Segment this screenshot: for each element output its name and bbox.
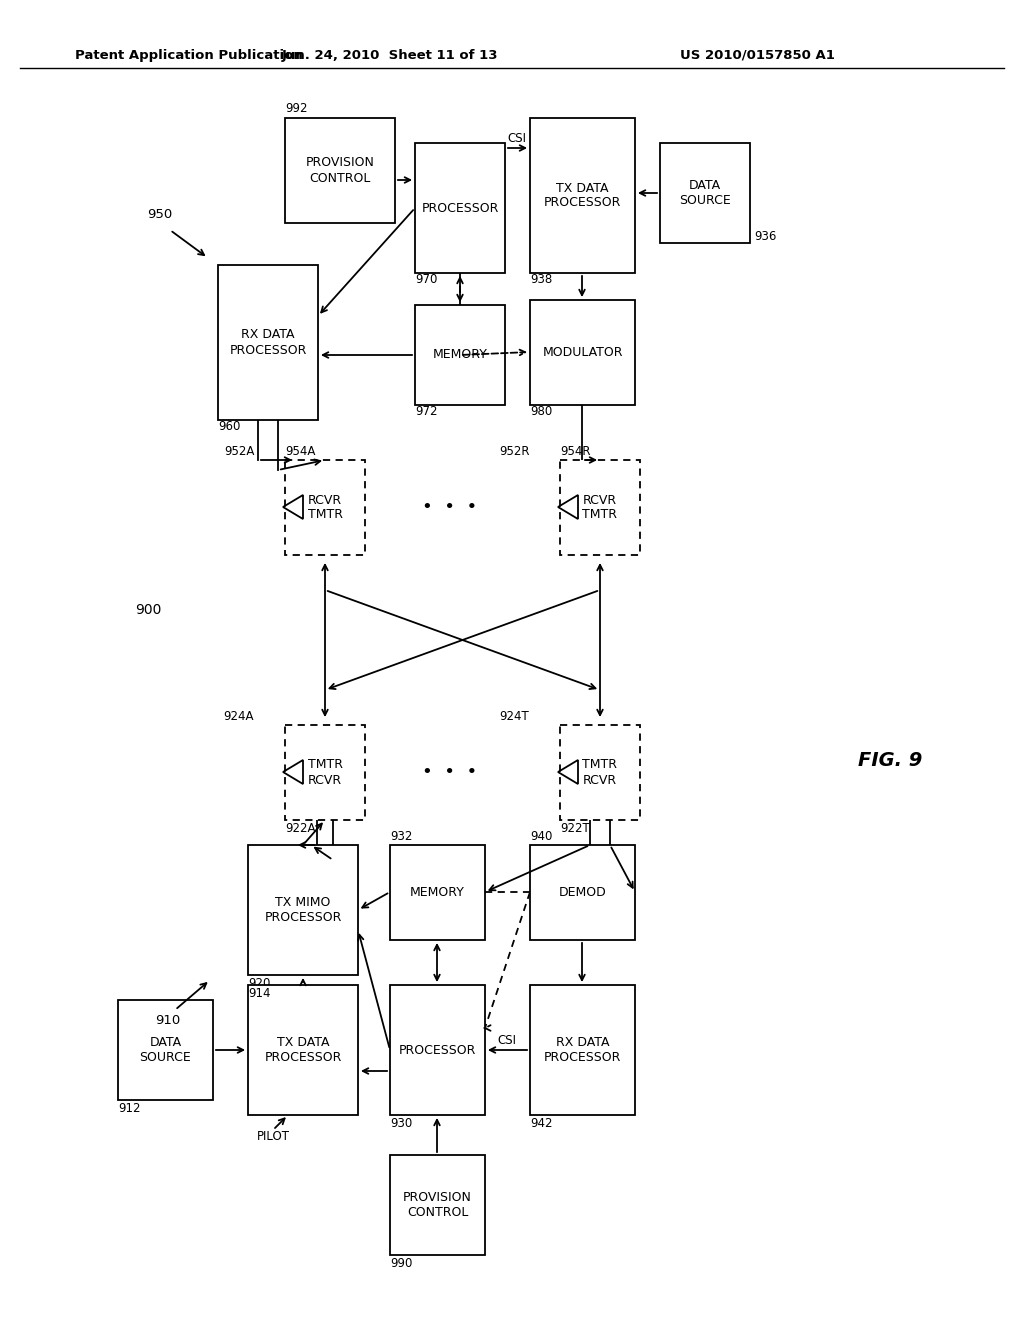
Bar [530, 300, 635, 405]
Text: •  •  •: • • • [422, 498, 477, 516]
Text: •  •  •: • • • [422, 763, 477, 781]
Text: 936: 936 [754, 230, 776, 243]
Text: 900: 900 [135, 603, 161, 616]
Text: DATA
SOURCE: DATA SOURCE [139, 1036, 191, 1064]
Text: 950: 950 [147, 209, 173, 222]
Text: RCVR
TMTR: RCVR TMTR [583, 494, 617, 521]
Bar [118, 1001, 213, 1100]
Text: 940: 940 [530, 830, 552, 843]
Bar [285, 459, 365, 554]
Text: TMTR
RCVR: TMTR RCVR [583, 759, 617, 787]
Text: 942: 942 [530, 1117, 553, 1130]
Bar [390, 985, 485, 1115]
Text: FIG. 9: FIG. 9 [858, 751, 923, 770]
Text: TX MIMO
PROCESSOR: TX MIMO PROCESSOR [264, 896, 342, 924]
Text: 910: 910 [156, 1014, 180, 1027]
Text: US 2010/0157850 A1: US 2010/0157850 A1 [680, 49, 835, 62]
Bar [248, 845, 358, 975]
Bar [285, 117, 395, 223]
Bar [390, 1155, 485, 1255]
Text: RX DATA
PROCESSOR: RX DATA PROCESSOR [229, 329, 306, 356]
Text: RCVR
TMTR: RCVR TMTR [307, 494, 342, 521]
Text: 992: 992 [285, 102, 307, 115]
Bar [415, 305, 505, 405]
Text: 922A: 922A [285, 822, 315, 836]
Text: MEMORY: MEMORY [410, 886, 465, 899]
Text: TMTR
RCVR: TMTR RCVR [307, 759, 342, 787]
Text: PROCESSOR: PROCESSOR [421, 202, 499, 214]
Bar [560, 459, 640, 554]
Text: Jun. 24, 2010  Sheet 11 of 13: Jun. 24, 2010 Sheet 11 of 13 [282, 49, 499, 62]
Text: PROVISION
CONTROL: PROVISION CONTROL [403, 1191, 472, 1218]
Text: CSI: CSI [508, 132, 526, 145]
Text: PROVISION
CONTROL: PROVISION CONTROL [305, 157, 375, 185]
Text: Patent Application Publication: Patent Application Publication [75, 49, 303, 62]
Text: TX DATA
PROCESSOR: TX DATA PROCESSOR [264, 1036, 342, 1064]
Text: PROCESSOR: PROCESSOR [398, 1044, 476, 1056]
Bar [218, 265, 318, 420]
Text: 960: 960 [218, 420, 241, 433]
Text: 980: 980 [530, 405, 552, 418]
Text: 932: 932 [390, 830, 413, 843]
Text: 990: 990 [390, 1257, 413, 1270]
Bar [285, 725, 365, 820]
Text: 930: 930 [390, 1117, 413, 1130]
Bar [560, 725, 640, 820]
Text: 924A: 924A [224, 710, 254, 723]
Bar [415, 143, 505, 273]
Text: 954R: 954R [560, 445, 591, 458]
Text: CSI: CSI [498, 1034, 516, 1047]
Text: PILOT: PILOT [256, 1130, 290, 1143]
Bar [530, 985, 635, 1115]
Bar [248, 985, 358, 1115]
Text: 924T: 924T [499, 710, 528, 723]
Text: 922T: 922T [560, 822, 590, 836]
Bar [660, 143, 750, 243]
Text: 972: 972 [415, 405, 437, 418]
Text: 970: 970 [415, 273, 437, 286]
Text: 952R: 952R [499, 445, 529, 458]
Text: 952A: 952A [224, 445, 254, 458]
Text: 912: 912 [118, 1102, 140, 1115]
Text: RX DATA
PROCESSOR: RX DATA PROCESSOR [544, 1036, 622, 1064]
Text: MODULATOR: MODULATOR [543, 346, 623, 359]
Text: DEMOD: DEMOD [559, 886, 606, 899]
Text: 914: 914 [248, 987, 270, 1001]
Bar [390, 845, 485, 940]
Text: DATA
SOURCE: DATA SOURCE [679, 180, 731, 207]
Text: 920: 920 [248, 977, 270, 990]
Bar [530, 845, 635, 940]
Text: MEMORY: MEMORY [432, 348, 487, 362]
Text: TX DATA
PROCESSOR: TX DATA PROCESSOR [544, 181, 622, 210]
Bar [530, 117, 635, 273]
Text: 938: 938 [530, 273, 552, 286]
Text: 954A: 954A [285, 445, 315, 458]
